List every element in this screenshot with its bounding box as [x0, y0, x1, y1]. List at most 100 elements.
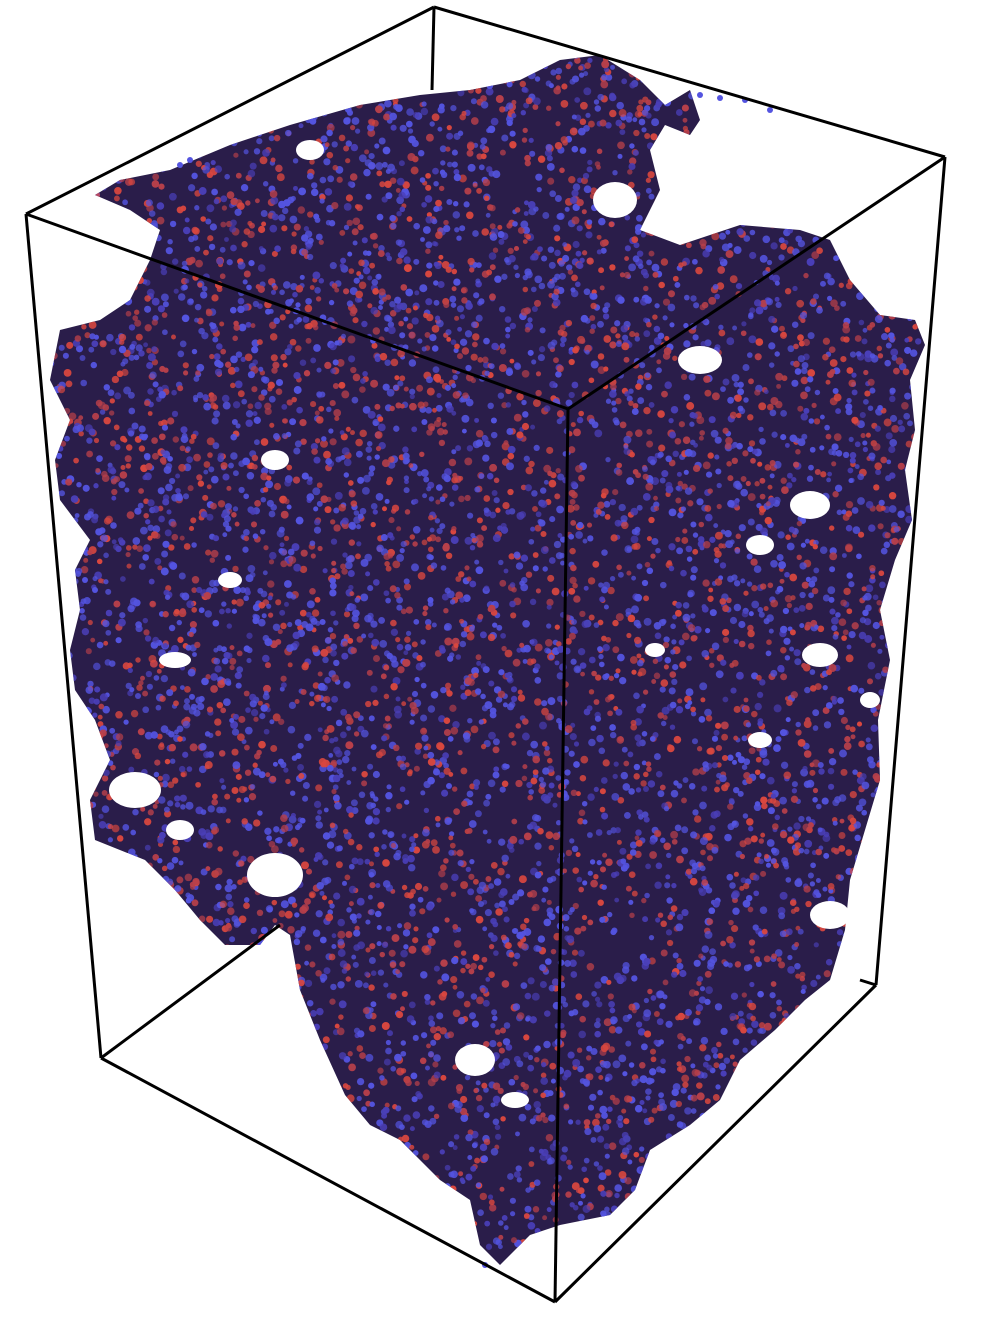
particle [867, 1092, 875, 1100]
particle [124, 1253, 131, 1261]
particle [756, 73, 765, 82]
particle [72, 175, 81, 184]
particle [475, 1094, 483, 1102]
particle [179, 445, 186, 452]
particle [887, 1033, 896, 1042]
particle [43, 339, 49, 345]
particle [356, 844, 363, 851]
particle [316, 102, 323, 109]
particle [815, 1163, 824, 1172]
particle [652, 314, 658, 320]
particle [260, 496, 267, 503]
particle [577, 1065, 584, 1073]
particle [186, 1083, 194, 1091]
particle [396, 257, 403, 265]
particle [812, 797, 818, 803]
particle [579, 1015, 586, 1023]
particle [432, 407, 437, 413]
particle [102, 705, 110, 714]
particle [446, 336, 452, 342]
particle [282, 281, 291, 289]
particle [498, 559, 504, 566]
particle [583, 125, 590, 132]
particle [904, 69, 911, 77]
particle [65, 1162, 74, 1171]
particle [837, 195, 846, 203]
particle [523, 211, 529, 216]
particle [755, 55, 761, 58]
particle [734, 961, 742, 968]
particle [845, 408, 853, 416]
particle [285, 1094, 292, 1102]
particle [646, 766, 652, 772]
particle [725, 123, 733, 131]
particle [392, 66, 400, 74]
particle [803, 720, 812, 728]
particle [779, 1033, 787, 1041]
particle [85, 1229, 92, 1236]
particle [105, 1234, 113, 1242]
particle [175, 1041, 181, 1047]
particle [835, 1122, 843, 1131]
particle [236, 650, 243, 657]
particle [338, 1264, 344, 1265]
particle [442, 1248, 449, 1256]
particle [464, 187, 472, 195]
particle [74, 1154, 81, 1162]
particle [571, 216, 580, 225]
particle [555, 74, 562, 80]
particle [154, 55, 162, 59]
particle [710, 429, 719, 438]
particle [749, 193, 757, 201]
particle [82, 1147, 89, 1153]
particle [474, 71, 481, 78]
particle [748, 1201, 755, 1208]
particle [774, 814, 781, 821]
particle [233, 366, 240, 373]
particle [381, 161, 388, 168]
particle [907, 763, 913, 770]
particle [52, 161, 59, 168]
particle [677, 1043, 684, 1050]
particle [409, 836, 416, 843]
particle [420, 661, 426, 668]
particle [478, 298, 485, 305]
particle [822, 1275, 830, 1283]
particle [42, 708, 47, 713]
particle [436, 1196, 442, 1203]
particle [450, 1214, 457, 1220]
particle [777, 531, 785, 539]
particle [314, 1182, 321, 1188]
particle [538, 519, 546, 527]
particle [40, 845, 46, 851]
particle [364, 614, 372, 623]
particle [383, 1058, 391, 1066]
particle [801, 367, 808, 375]
particle [50, 415, 52, 422]
particle [906, 891, 915, 900]
particle [925, 650, 931, 656]
particle [220, 348, 227, 355]
particle [75, 345, 84, 353]
particle [803, 407, 810, 414]
particle [167, 1055, 175, 1063]
particle [606, 1226, 614, 1234]
particle [275, 638, 282, 645]
particle [412, 937, 419, 944]
particle [801, 166, 807, 172]
particle [120, 464, 126, 471]
particle [159, 1041, 166, 1048]
particle [349, 1212, 355, 1218]
particle [623, 435, 632, 444]
particle [316, 367, 322, 373]
particle [548, 844, 555, 851]
particle [426, 1043, 431, 1049]
particle [272, 1011, 278, 1017]
particle [647, 1173, 655, 1181]
particle [804, 1235, 810, 1241]
particle [694, 625, 702, 634]
particle [267, 977, 274, 985]
particle [891, 1172, 896, 1178]
particle [805, 576, 812, 583]
particle [374, 910, 382, 918]
